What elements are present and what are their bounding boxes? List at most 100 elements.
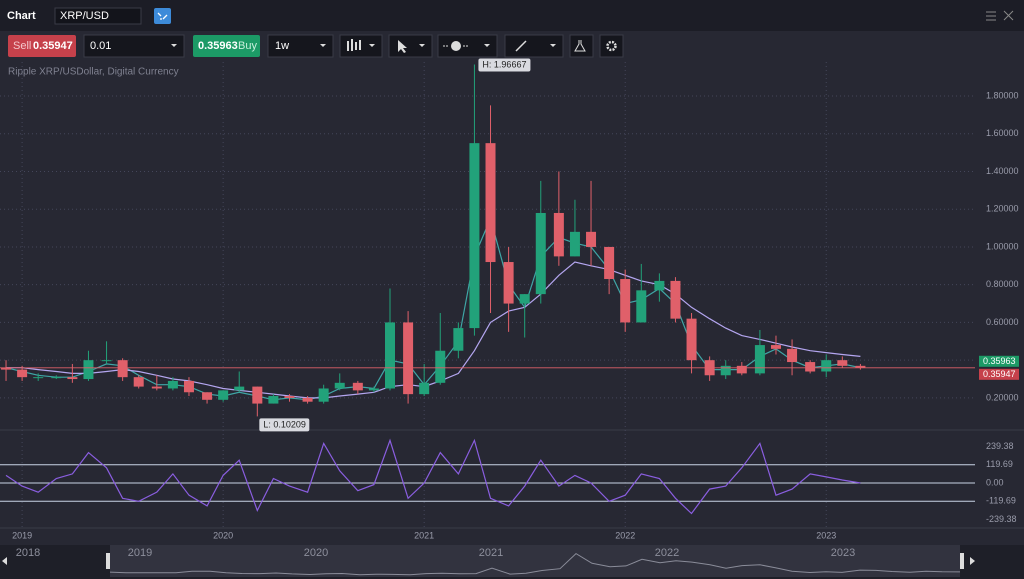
compare-icon [157, 12, 168, 20]
x-tick-label: 2021 [414, 530, 434, 540]
candle-body [770, 345, 781, 349]
navigator-label: 2022 [655, 547, 679, 559]
caret [550, 44, 556, 47]
quantity: 0.01 [90, 40, 111, 52]
candle-body [67, 377, 78, 380]
candle-body [183, 380, 194, 393]
candle-body [218, 390, 229, 400]
caret [369, 44, 375, 47]
candle-body [318, 388, 329, 402]
indicators-button[interactable] [569, 34, 594, 58]
candle-body [302, 397, 313, 402]
clock-icon [451, 41, 461, 51]
window-title: Chart [7, 10, 36, 22]
candle-body [167, 380, 178, 389]
scroll-right[interactable] [970, 557, 975, 565]
candle-icon [347, 39, 361, 51]
candle-body [569, 231, 580, 257]
high-label: H: 1.96667 [482, 59, 526, 69]
buy-price-tag-label: 0.35963 [983, 356, 1016, 366]
cursor-button[interactable] [388, 34, 433, 58]
candle-body [821, 360, 832, 372]
candle-body [670, 280, 681, 319]
candle-body [403, 322, 414, 395]
interval: 1w [275, 40, 289, 52]
title-bar [0, 0, 1024, 31]
symbol-input[interactable] [54, 7, 142, 25]
navigator-handle[interactable] [960, 553, 964, 569]
navigator-line [109, 552, 961, 576]
sell-price-tag [979, 368, 1019, 380]
quantity-dropdown[interactable] [83, 34, 185, 58]
x-tick-label: 2023 [816, 530, 836, 540]
y-tick-label: 1.60000 [986, 128, 1019, 138]
low-label: L: 0.10209 [263, 419, 306, 429]
candle-body [33, 377, 44, 379]
candle-body [133, 377, 144, 387]
candle-body [636, 290, 647, 323]
candle-body [736, 365, 747, 374]
y-tick-label: 1.80000 [986, 90, 1019, 100]
navigator-handle[interactable] [106, 553, 110, 569]
cursor-icon [398, 40, 407, 53]
close-icon[interactable] [1003, 10, 1014, 21]
candle-body [202, 392, 213, 400]
candle-body [519, 294, 530, 304]
indicator-line [5, 438, 861, 515]
candle-body [485, 143, 496, 263]
chart-subtitle: Ripple XRP/USDollar, Digital Currency [8, 67, 179, 78]
candle-body [686, 318, 697, 361]
y-tick-label: 1.00000 [986, 241, 1019, 251]
y-tick-label: 0.60000 [986, 317, 1019, 327]
candle-body [604, 246, 615, 280]
navigator-label: 2023 [831, 547, 855, 559]
caret [171, 44, 177, 47]
candle-body [435, 350, 446, 383]
candle-body [151, 386, 162, 389]
candle-body [620, 279, 631, 323]
candle-body [284, 396, 295, 398]
x-tick-label: 2019 [12, 530, 32, 540]
navigator-label: 2021 [479, 547, 503, 559]
candle-body [419, 382, 430, 395]
candle-body [234, 386, 245, 391]
menu-icon[interactable] [986, 11, 996, 21]
y-tick-label: 1.40000 [986, 166, 1019, 176]
candle-body [805, 362, 816, 372]
candle-body [368, 388, 379, 391]
caret [484, 44, 490, 47]
x-tick-label: 2022 [615, 530, 635, 540]
symbol: XRP/USD [60, 10, 109, 22]
flask-icon [574, 40, 586, 52]
indicator-tick-label: 239.38 [986, 441, 1014, 451]
interval-dropdown[interactable] [267, 34, 334, 58]
candle-body [503, 262, 514, 304]
low-label-box [259, 418, 310, 432]
candle-body [268, 396, 279, 404]
candle-body [787, 348, 798, 363]
candle-body [654, 280, 665, 291]
navigator-label: 2020 [304, 547, 328, 559]
buy-button[interactable] [193, 35, 260, 57]
candle-body [837, 360, 848, 366]
navigator-label: 2018 [16, 547, 40, 559]
candle-body [469, 143, 480, 329]
moving-average [5, 216, 861, 401]
candle-body [17, 369, 28, 378]
candle-body [352, 382, 363, 391]
candle-body [252, 386, 263, 404]
gear-icon [606, 40, 617, 52]
indicator-tick-label: -239.38 [986, 514, 1017, 524]
candle-body [51, 377, 62, 379]
navigator-label: 2019 [128, 547, 152, 559]
sell-button[interactable] [8, 35, 76, 57]
y-tick-label: 1.20000 [986, 204, 1019, 214]
settings-button[interactable] [599, 34, 624, 58]
scroll-left[interactable] [2, 557, 7, 565]
candle-body [553, 212, 564, 257]
compare-button[interactable] [154, 8, 171, 24]
candle-body [334, 382, 345, 389]
draw-button[interactable] [504, 34, 564, 58]
indicator-tick-label: -119.69 [986, 496, 1016, 506]
indicator-tick-label: 0.00 [986, 477, 1004, 487]
